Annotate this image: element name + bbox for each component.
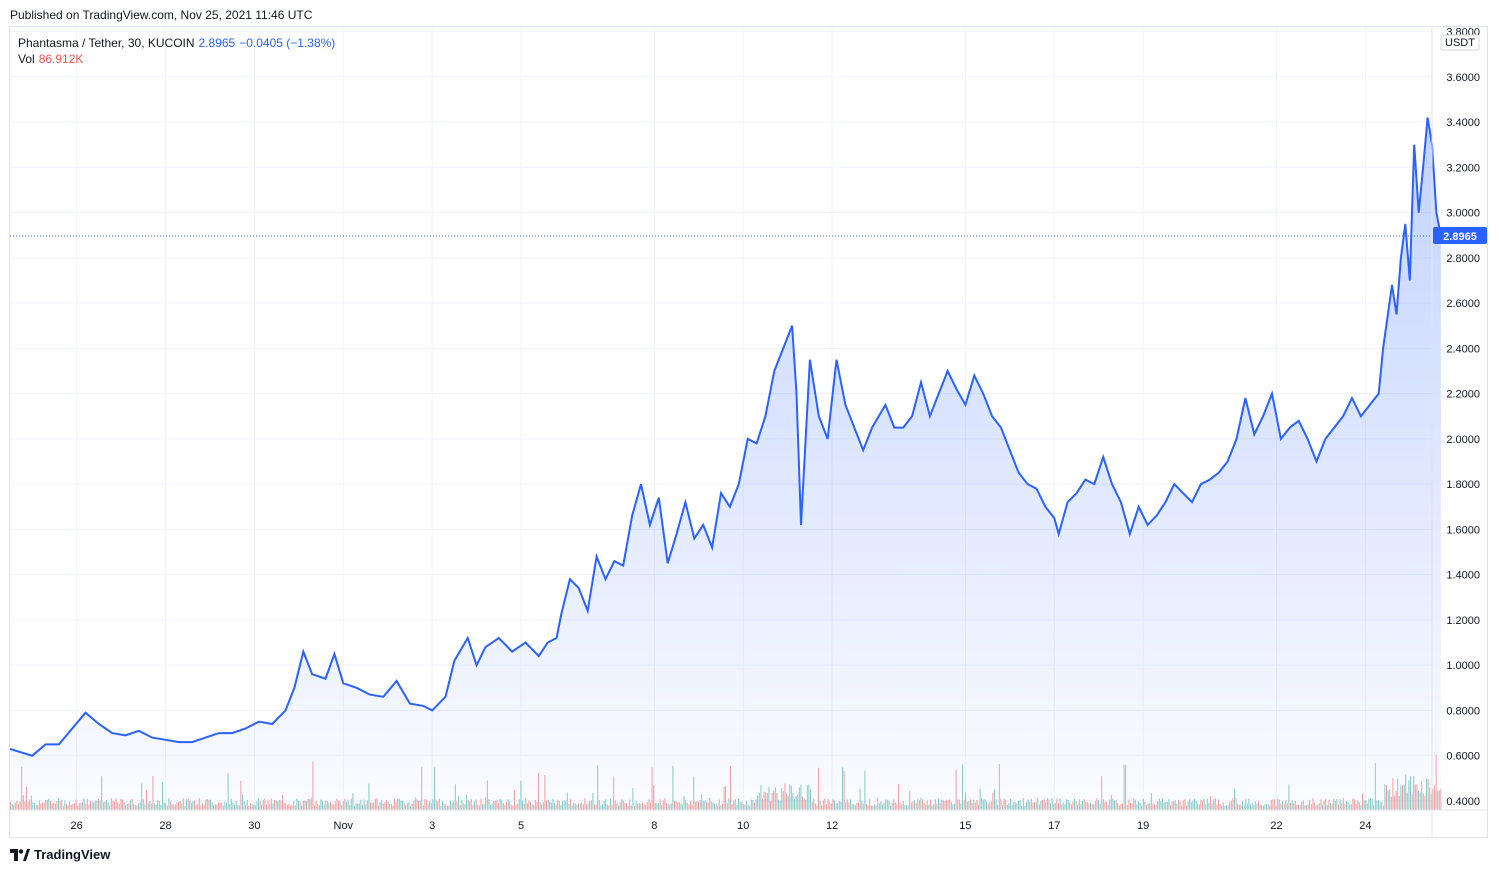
y-tick-label: 0.8000 [1446,705,1480,717]
x-tick-label: 8 [651,820,657,832]
currency-label: USDT [1445,37,1475,49]
current-price-tag: 2.8965 [1433,226,1487,244]
x-tick-label: 15 [959,820,971,832]
y-tick-label: 1.6000 [1446,524,1480,536]
x-tick-label: 19 [1137,820,1149,832]
y-tick-label: 1.8000 [1446,479,1480,491]
price-tag-bg [1433,226,1487,244]
y-tick-label: 2.8000 [1446,253,1480,265]
published-caption: Published on TradingView.com, Nov 25, 20… [10,8,313,22]
volume-value: 86.912K [38,52,84,66]
tradingview-logo[interactable]: TradingView [10,847,110,862]
time-axis[interactable]: 26 28 30 Nov 3 5 8 10 12 15 17 19 22 24 [10,809,1488,832]
y-tick-label: 3.4000 [1446,117,1480,129]
y-tick-label: 1.0000 [1446,660,1480,672]
x-tick-label: 17 [1048,820,1060,832]
price-axis[interactable]: 0.4000 0.6000 0.8000 1.0000 1.2000 1.4000 1.60… [1431,27,1480,838]
legend-price: 2.8965 [198,36,236,50]
legend-change: −0.0405 (−1.38%) [239,36,336,50]
y-tick-label: 3.2000 [1446,162,1480,174]
y-tick-label: 2.6000 [1446,298,1480,310]
y-tick-label: 3.0000 [1446,208,1480,220]
x-tick-label: Nov [334,820,354,832]
x-tick-label: 30 [248,820,260,832]
x-tick-label: 28 [159,820,171,832]
currency-badge[interactable] [1440,34,1480,51]
symbol-label: Phantasma / Tether, 30, KUCOIN [18,36,195,50]
y-tick-label: 1.4000 [1446,570,1480,582]
y-tick-label: 2.4000 [1446,343,1480,355]
y-tick-label: 2.2000 [1446,389,1480,401]
price-area [10,117,1441,810]
logo-text: TradingView [34,847,111,862]
legend: Phantasma / Tether, 30, KUCOIN 2.8965 −0.0… [18,35,335,67]
tradingview-logo-icon [10,848,30,861]
y-tick-label: 0.6000 [1446,751,1480,763]
price-line [9,117,1442,757]
volume-label: Vol [18,52,35,66]
x-tick-label: 26 [71,820,83,832]
grid [10,27,1432,810]
x-tick-label: 12 [826,820,838,832]
x-tick-label: 5 [518,820,524,832]
x-tick-label: 3 [429,820,435,832]
y-tick-label: 0.4000 [1446,796,1480,808]
x-tick-label: 24 [1359,820,1371,832]
chart-frame[interactable] [9,26,1488,838]
y-tick-label: 3.6000 [1446,72,1480,84]
price-tag-label: 2.8965 [1443,231,1477,243]
y-tick-label: 1.2000 [1446,615,1480,627]
y-tick-label: 2.0000 [1446,434,1480,446]
x-tick-label: 10 [737,820,749,832]
x-tick-label: 22 [1270,820,1282,832]
